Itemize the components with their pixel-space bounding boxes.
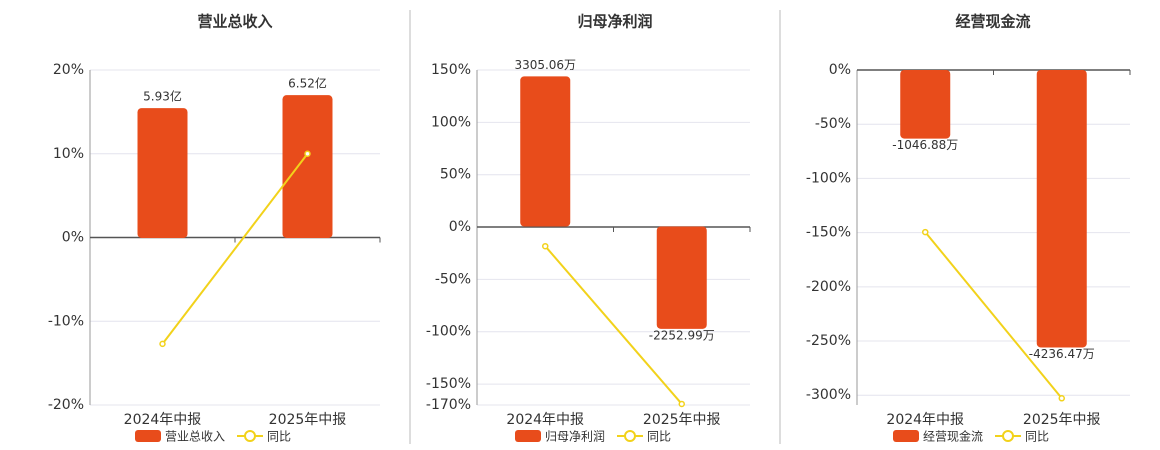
line-point	[542, 242, 549, 250]
bar	[900, 70, 951, 139]
value-label: 5.93亿	[143, 89, 182, 104]
legend-swatch	[135, 430, 161, 442]
line	[161, 153, 309, 345]
y-tick-label: -100%	[426, 324, 471, 340]
legend-label: 经营现金流	[923, 429, 983, 444]
x-tick-label: 2024年中报	[506, 412, 584, 428]
x-tick-label: 2024年中报	[886, 412, 964, 428]
line	[544, 245, 683, 405]
legend-marker	[1002, 430, 1014, 442]
line-point	[304, 150, 311, 157]
x-tick-label: 2025年中报	[1023, 412, 1101, 428]
legend-marker	[244, 430, 256, 442]
x-tick-label: 2025年中报	[643, 412, 721, 428]
chart-title: 营业总收入	[197, 13, 272, 31]
y-tick-label: -100%	[806, 170, 851, 186]
y-tick-label: 10%	[53, 146, 84, 162]
x-tick-label: 2025年中报	[269, 412, 347, 428]
y-tick-label: -150%	[806, 225, 851, 241]
line-point	[922, 228, 929, 236]
legend-label: 同比	[647, 430, 671, 444]
legend-marker	[624, 430, 636, 442]
y-tick-label: -50%	[815, 116, 851, 132]
chart-title: 归母净利润	[577, 13, 652, 31]
value-label: -1046.88万	[892, 138, 958, 152]
legend-swatch	[893, 430, 919, 442]
y-tick-label: -200%	[806, 279, 851, 295]
bar	[282, 95, 333, 238]
legend-label: 同比	[267, 430, 291, 444]
line-point	[1058, 395, 1065, 402]
y-tick-label: 20%	[53, 62, 84, 78]
y-tick-label: -170%	[426, 397, 471, 413]
y-tick-label: -20%	[48, 397, 84, 413]
bar	[1036, 70, 1087, 348]
y-tick-label: -150%	[426, 376, 471, 392]
legend-label: 营业总收入	[165, 430, 225, 444]
y-tick-label: 0%	[62, 230, 84, 246]
y-tick-label: -50%	[435, 271, 471, 287]
bar	[137, 108, 188, 238]
bar	[520, 76, 571, 227]
line-point	[159, 340, 166, 348]
y-tick-label: 150%	[431, 62, 471, 78]
y-tick-label: 0%	[449, 219, 471, 235]
value-label: 3305.06万	[514, 58, 576, 72]
line-point	[678, 400, 685, 408]
y-tick-label: -250%	[806, 333, 851, 349]
y-tick-label: -10%	[48, 313, 84, 329]
bar	[656, 226, 707, 329]
y-tick-label: 0%	[829, 62, 851, 78]
y-tick-label: 50%	[440, 167, 471, 183]
value-label: -4236.47万	[1029, 347, 1095, 361]
y-tick-label: -300%	[806, 387, 851, 403]
chart-title: 经营现金流	[955, 13, 1030, 31]
legend-label: 归母净利润	[545, 430, 605, 444]
y-tick-label: 100%	[431, 114, 471, 130]
legend-label: 同比	[1025, 430, 1049, 444]
line	[924, 231, 1063, 399]
x-tick-label: 2024年中报	[124, 412, 202, 428]
value-label: 6.52亿	[288, 76, 327, 91]
legend-swatch	[515, 430, 541, 442]
value-label: -2252.99万	[649, 328, 715, 342]
